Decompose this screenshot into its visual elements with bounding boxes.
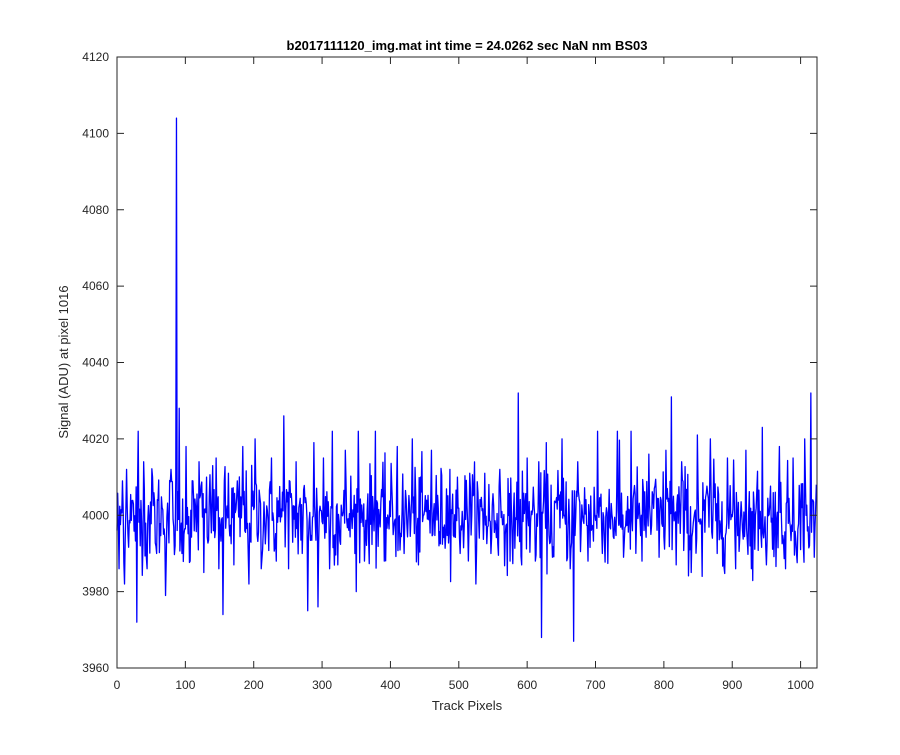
x-axis-ticks: 0 100 200 300 400 500 600 700 800 900 1000 [114,57,814,692]
x-tick-label: 900 [722,678,742,692]
y-tick-label: 4040 [82,356,109,370]
y-axis-ticks: 3960 3980 4000 4020 4040 4060 4080 4100 4120 [82,50,817,675]
series-line-0 [116,117,817,642]
axes-background [117,57,817,668]
x-tick-label: 1000 [787,678,814,692]
series-layer [116,117,817,642]
y-tick-label: 4020 [82,432,109,446]
x-tick-label: 100 [175,678,195,692]
x-tick-label: 800 [654,678,674,692]
y-tick-label: 4080 [82,203,109,217]
x-tick-label: 400 [380,678,400,692]
x-tick-label: 0 [114,678,121,692]
y-tick-label: 4120 [82,50,109,64]
x-axis-label: Track Pixels [432,698,503,713]
y-tick-label: 3960 [82,661,109,675]
x-tick-label: 200 [244,678,264,692]
x-tick-label: 300 [312,678,332,692]
y-tick-label: 4100 [82,126,109,140]
y-tick-label: 3980 [82,585,109,599]
x-tick-label: 600 [517,678,537,692]
y-axis-label: Signal (ADU) at pixel 1016 [56,285,71,438]
x-tick-label: 700 [586,678,606,692]
y-tick-label: 4060 [82,279,109,293]
chart-title: b2017111120_img.mat int time = 24.0262 s… [287,38,648,53]
plot-area [117,57,817,668]
x-tick-label: 500 [449,678,469,692]
y-tick-label: 4000 [82,508,109,522]
